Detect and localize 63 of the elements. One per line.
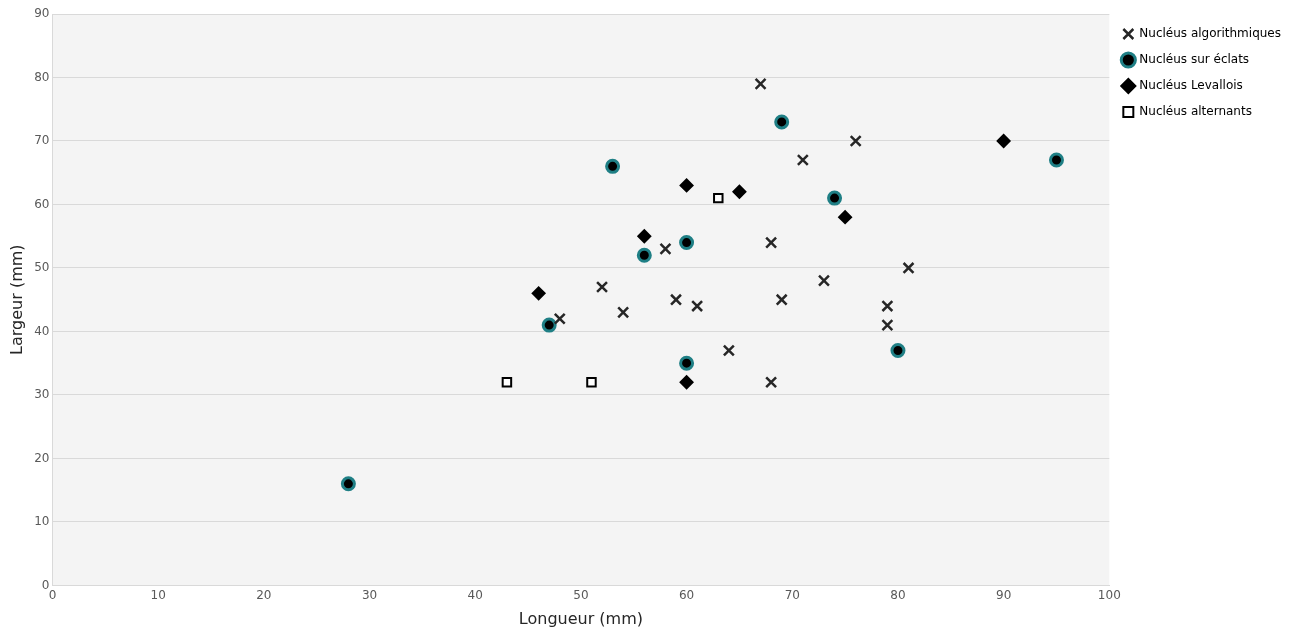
point <box>827 190 843 206</box>
legend-label: Nucléus alternants <box>1139 104 1252 119</box>
point <box>996 133 1011 148</box>
y-tick-label: 30 <box>34 387 50 402</box>
point <box>501 376 513 388</box>
legend-label: Nucléus Levallois <box>1139 78 1243 93</box>
x-tick-label: 100 <box>1097 587 1121 602</box>
point <box>890 342 906 358</box>
point <box>796 153 810 167</box>
x-tick-label: 60 <box>678 587 695 602</box>
point <box>553 312 566 325</box>
y-tick-label: 50 <box>34 260 50 275</box>
point <box>754 77 767 91</box>
point <box>340 476 356 492</box>
point <box>605 158 621 174</box>
point <box>690 299 704 313</box>
point <box>679 355 695 371</box>
point <box>713 192 724 204</box>
x-tick-label: 10 <box>150 587 166 602</box>
x-tick-label: 30 <box>361 587 378 602</box>
legend-label: Nucléus algorithmiques <box>1139 26 1282 41</box>
point <box>1048 152 1064 168</box>
y-tick-label: 40 <box>34 323 50 338</box>
point <box>764 236 778 249</box>
point <box>881 318 894 332</box>
y-tick-label: 0 <box>41 577 50 592</box>
y-axis-title: Largeur (mm) <box>6 244 26 355</box>
x-tick-label: 90 <box>996 587 1012 602</box>
point <box>881 299 894 313</box>
point <box>531 286 546 301</box>
point <box>774 114 790 130</box>
point <box>669 293 683 306</box>
x-axis-title: Longueur (mm) <box>518 608 643 628</box>
point <box>775 293 788 306</box>
y-tick-label: 20 <box>34 450 50 465</box>
x-tick-label: 40 <box>467 587 483 602</box>
x-tick-label: 50 <box>573 587 589 602</box>
y-tick-label: 90 <box>34 6 50 21</box>
legend-label: Nucléus sur éclats <box>1139 52 1250 67</box>
x-tick-label: 70 <box>784 587 800 602</box>
y-tick-label: 10 <box>34 514 50 529</box>
y-tick-label: 80 <box>34 69 50 84</box>
x-tick-label: 80 <box>890 587 906 602</box>
y-tick-label: 60 <box>34 196 50 211</box>
point <box>679 375 694 390</box>
y-tick-label: 70 <box>34 133 50 148</box>
point <box>616 306 630 319</box>
point <box>586 376 597 388</box>
point <box>679 235 695 251</box>
point <box>541 317 557 333</box>
point <box>838 210 853 225</box>
point <box>679 178 694 193</box>
point <box>817 274 831 287</box>
x-tick-label: 20 <box>256 587 272 602</box>
point <box>732 184 747 199</box>
point <box>636 247 652 263</box>
point <box>659 242 672 256</box>
point <box>637 229 652 244</box>
point <box>849 134 862 148</box>
point <box>595 280 609 294</box>
point <box>764 376 778 389</box>
point <box>722 344 736 357</box>
point <box>902 261 915 275</box>
